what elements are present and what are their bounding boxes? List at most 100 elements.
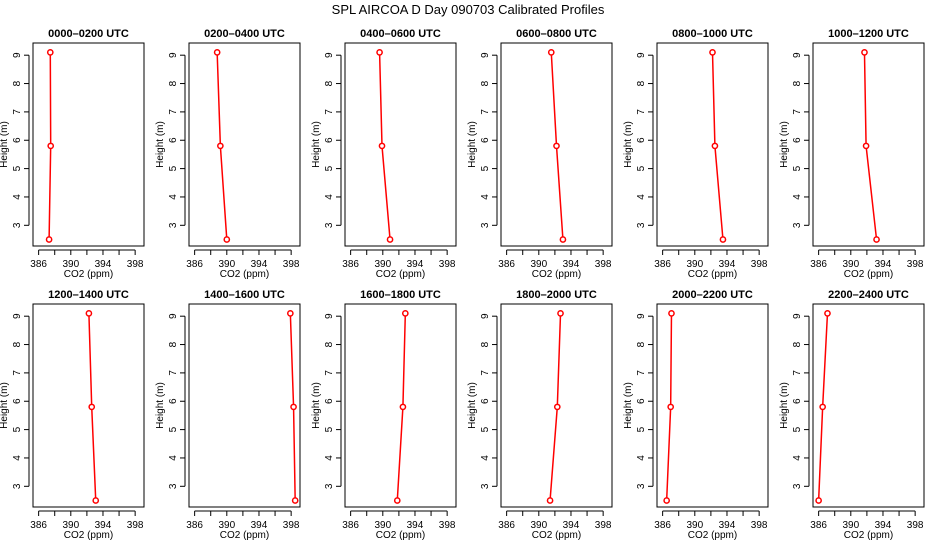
y-tick-label: 7	[168, 109, 179, 115]
y-tick-label: 9	[324, 313, 335, 319]
panel-title: 1200–1400 UTC	[48, 289, 129, 301]
data-point	[546, 497, 554, 504]
data-point	[291, 497, 299, 504]
x-tick-label: 398	[595, 259, 612, 270]
y-tick-label: 7	[480, 370, 491, 376]
panel-title: 0600–0800 UTC	[516, 28, 597, 40]
data-point	[873, 236, 880, 243]
y-tick-label: 6	[480, 137, 491, 143]
x-tick-label: 386	[654, 520, 671, 531]
y-tick-label: 9	[12, 313, 23, 319]
x-tick-label: 386	[30, 259, 47, 270]
data-point	[557, 310, 564, 317]
y-tick-label: 4	[480, 455, 491, 461]
plot-frame	[188, 303, 301, 508]
data-point	[393, 497, 401, 504]
y-tick-label: 6	[792, 137, 803, 143]
data-point	[668, 310, 675, 317]
panel-5: 1000–1200 UTC 386 390 394 398 CO2 (ppm) 3 4 5 6 7 8…	[779, 28, 925, 280]
x-tick-label: 386	[654, 259, 671, 270]
x-tick-label: 394	[251, 259, 268, 270]
data-point	[824, 310, 831, 317]
y-tick-label: 8	[636, 80, 647, 86]
y-tick-label: 7	[12, 370, 23, 376]
y-tick-label: 8	[12, 341, 23, 347]
x-tick-label: 390	[218, 520, 235, 531]
panel-0: 0000–0200 UTC 386 390 394 398 CO2 (ppm) 3 4 5 6 7 8…	[0, 28, 145, 280]
x-tick-label: 386	[498, 259, 515, 270]
y-tick-label: 3	[168, 222, 179, 228]
x-axis-label: CO2 (ppm)	[688, 530, 737, 540]
y-tick-label: 4	[12, 194, 23, 200]
y-axis-label: Height (m)	[311, 382, 322, 429]
x-tick-label: 390	[530, 520, 547, 531]
y-tick-label: 4	[636, 455, 647, 461]
y-tick-label: 8	[792, 80, 803, 86]
plot-frame	[344, 303, 457, 508]
plot-frame	[812, 42, 925, 247]
y-tick-label: 7	[324, 109, 335, 115]
y-axis-label: Height (m)	[0, 382, 10, 429]
panel-title: 0200–0400 UTC	[204, 28, 285, 40]
y-tick-label: 4	[168, 455, 179, 461]
y-tick-label: 9	[480, 52, 491, 58]
x-tick-label: 394	[407, 520, 424, 531]
y-tick-label: 3	[636, 483, 647, 489]
x-axis-label: CO2 (ppm)	[376, 530, 425, 540]
y-tick-label: 9	[636, 313, 647, 319]
y-tick-label: 7	[636, 370, 647, 376]
x-tick-label: 394	[875, 259, 892, 270]
x-tick-label: 390	[62, 259, 79, 270]
y-tick-label: 5	[480, 165, 491, 171]
data-point	[553, 142, 560, 150]
x-tick-label: 386	[810, 259, 827, 270]
y-tick-label: 6	[636, 398, 647, 404]
panel-title: 2000–2200 UTC	[672, 289, 753, 301]
data-point	[290, 403, 297, 411]
y-tick-label: 5	[480, 426, 491, 432]
x-tick-label: 394	[95, 520, 112, 531]
x-tick-label: 390	[686, 259, 703, 270]
x-tick-label: 390	[62, 520, 79, 531]
y-tick-label: 4	[636, 194, 647, 200]
panel-title: 0000–0200 UTC	[48, 28, 129, 40]
x-tick-label: 386	[342, 520, 359, 531]
panel-10: 2000–2200 UTC 386 390 394 398 CO2 (ppm) 3 4 5 6 7 8…	[623, 289, 769, 540]
x-axis-label: CO2 (ppm)	[220, 530, 269, 540]
x-axis-label: CO2 (ppm)	[220, 269, 269, 280]
y-tick-label: 9	[12, 52, 23, 58]
x-tick-label: 398	[751, 520, 768, 531]
y-axis-label: Height (m)	[467, 121, 478, 168]
y-tick-label: 7	[480, 109, 491, 115]
y-tick-label: 5	[324, 426, 335, 432]
plot-frame	[500, 303, 613, 508]
data-point	[719, 236, 727, 243]
x-axis-label: CO2 (ppm)	[532, 269, 581, 280]
y-tick-label: 6	[12, 137, 23, 143]
data-point	[667, 403, 675, 411]
y-tick-label: 9	[168, 52, 179, 58]
data-point	[709, 49, 716, 56]
y-tick-label: 5	[12, 426, 23, 432]
data-point	[85, 310, 93, 317]
y-tick-label: 7	[12, 109, 23, 115]
y-tick-label: 3	[636, 222, 647, 228]
panel-6: 1200–1400 UTC 386 390 394 398 CO2 (ppm) 3 4 5 6 7 8…	[0, 289, 145, 540]
y-tick-label: 7	[792, 109, 803, 115]
y-axis-label: Height (m)	[155, 121, 166, 168]
y-axis-label: Height (m)	[779, 382, 790, 429]
data-point	[663, 497, 671, 504]
y-tick-label: 5	[792, 165, 803, 171]
chart-title: SPL AIRCOA D Day 090703 Calibrated Profi…	[332, 2, 605, 17]
panel-title: 2200–2400 UTC	[828, 289, 909, 301]
y-tick-label: 4	[324, 455, 335, 461]
plot-frame	[812, 303, 925, 508]
x-tick-label: 386	[810, 520, 827, 531]
x-tick-label: 398	[283, 520, 300, 531]
x-tick-label: 398	[127, 520, 144, 531]
y-axis-label: Height (m)	[0, 121, 10, 168]
panel-7: 1400–1600 UTC 386 390 394 398 CO2 (ppm) 3 4 5 6 7 8…	[155, 289, 301, 540]
x-tick-label: 386	[498, 520, 515, 531]
y-tick-label: 8	[324, 341, 335, 347]
